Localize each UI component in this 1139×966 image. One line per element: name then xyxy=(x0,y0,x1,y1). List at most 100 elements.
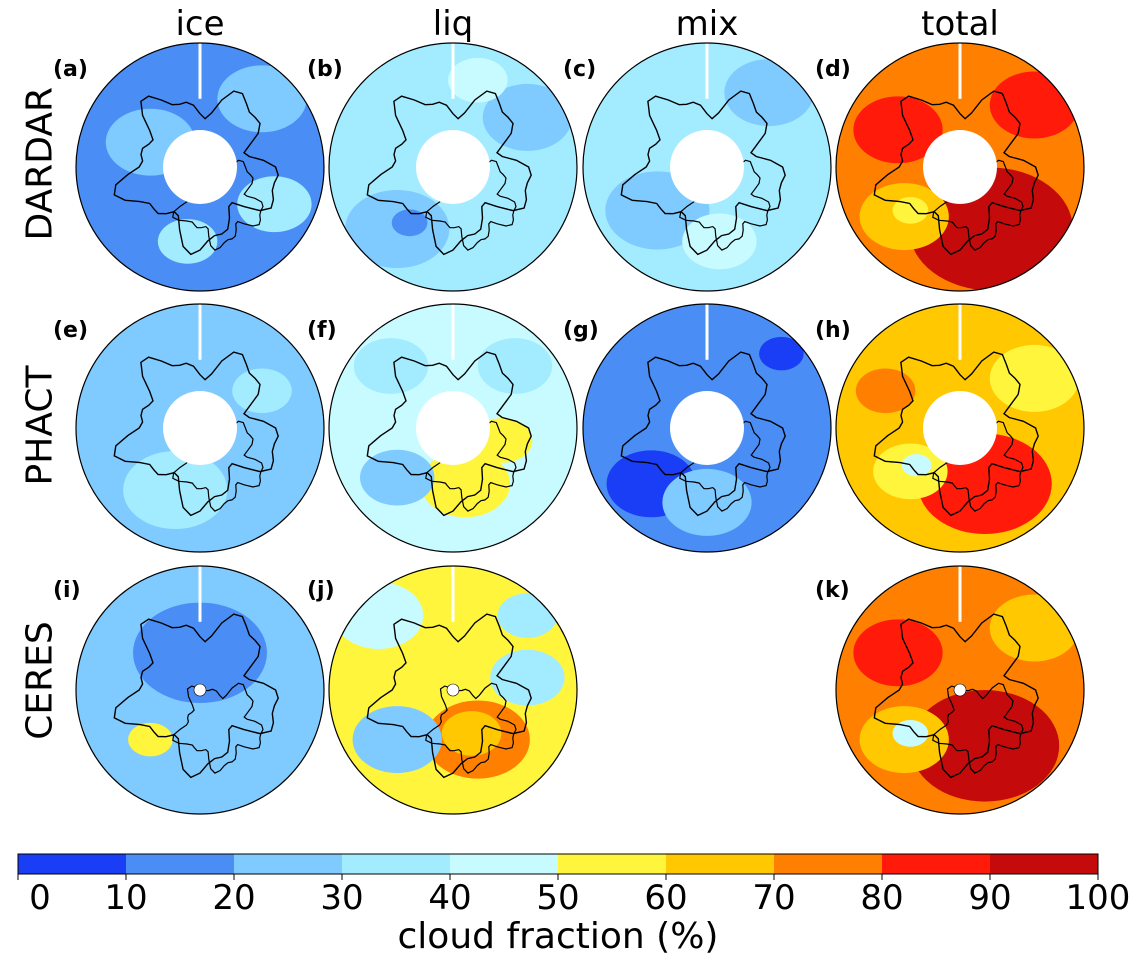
coastline xyxy=(113,351,279,517)
coastline xyxy=(620,351,786,517)
polar-hole xyxy=(193,683,207,697)
coastline xyxy=(679,159,771,251)
coastline xyxy=(172,682,264,774)
cloud-fraction-region xyxy=(989,594,1080,662)
cloud-fraction-region xyxy=(128,722,173,757)
cloud-fraction-region xyxy=(855,368,916,414)
colorbar-tick-label: 70 xyxy=(752,878,796,918)
meridian-gap xyxy=(958,43,962,99)
meridian-gap xyxy=(958,566,962,622)
cloud-fraction-region xyxy=(759,336,804,371)
map-outline xyxy=(75,303,325,553)
panel-label: (b) xyxy=(307,57,343,82)
cloud-fraction-region xyxy=(853,96,943,164)
meridian-gap xyxy=(451,304,455,360)
coastline xyxy=(873,351,1039,517)
cloud-fraction-region xyxy=(391,209,428,237)
coastline xyxy=(366,351,532,517)
colorbar-segment xyxy=(666,854,774,874)
colorbar-tick-label: 10 xyxy=(104,878,148,918)
colorbar-segment xyxy=(234,854,342,874)
panel-label: (g) xyxy=(563,318,599,343)
map-outline xyxy=(835,303,1085,553)
map-outline xyxy=(328,42,578,292)
polar-hole xyxy=(670,391,744,465)
cloud-fraction-region xyxy=(989,344,1080,412)
colorbar-segment xyxy=(18,854,126,874)
map-outline xyxy=(835,42,1085,292)
coastline xyxy=(620,90,786,256)
colorbar-segment xyxy=(882,854,990,874)
coastline xyxy=(873,613,1039,779)
colorbar-segment xyxy=(558,854,666,874)
polar-hole xyxy=(416,130,490,204)
colorbar-tick-label: 60 xyxy=(644,878,688,918)
coastline xyxy=(172,159,264,251)
coastline xyxy=(172,420,264,512)
coastline xyxy=(425,159,517,251)
polar-hole xyxy=(953,683,967,697)
colorbar-segment xyxy=(450,854,558,874)
cloud-fraction-region xyxy=(448,57,508,103)
cloud-fraction-region xyxy=(892,720,929,747)
panel-label: (e) xyxy=(53,318,89,343)
cloud-fraction-region xyxy=(482,83,573,151)
panel-label: (a) xyxy=(53,57,88,82)
colorbar-segment xyxy=(990,854,1098,874)
map-outline xyxy=(328,303,578,553)
column-title-total: total xyxy=(921,4,999,44)
cloud-fraction-region xyxy=(232,368,292,414)
polar-hole xyxy=(416,391,490,465)
cloud-fraction-region xyxy=(133,602,267,704)
coastline xyxy=(932,159,1024,251)
colorbar-segment xyxy=(774,854,882,874)
meridian-gap xyxy=(958,304,962,360)
panel-label: (k) xyxy=(815,578,850,603)
coastline xyxy=(366,613,532,779)
cloud-fraction-region xyxy=(352,706,442,774)
coastline xyxy=(932,682,1024,774)
map-outline xyxy=(582,42,832,292)
cloud-fraction-region xyxy=(204,718,295,786)
coastline xyxy=(113,90,279,256)
colorbar-tick-label: 80 xyxy=(860,878,904,918)
panel-label: (f) xyxy=(307,318,337,343)
coastline xyxy=(932,420,1024,512)
map-outline xyxy=(75,565,325,815)
cloud-fraction-region xyxy=(853,619,943,687)
meridian-gap xyxy=(198,304,202,360)
colorbar-segment xyxy=(126,854,234,874)
meridian-gap xyxy=(705,43,709,99)
polar-hole xyxy=(670,130,744,204)
cloud-fraction-region xyxy=(497,593,558,638)
panel-label: (c) xyxy=(563,57,597,82)
colorbar-tick-label: 90 xyxy=(968,878,1012,918)
meridian-gap xyxy=(198,566,202,622)
colorbar-tick-label: 30 xyxy=(320,878,364,918)
polar-hole xyxy=(163,391,237,465)
colorbar-tick-label: 50 xyxy=(536,878,580,918)
colorbar-tick-label: 100 xyxy=(1065,878,1131,918)
cloud-fraction-region xyxy=(490,649,565,706)
column-title-mix: mix xyxy=(675,4,739,44)
polar-hole xyxy=(923,391,997,465)
meridian-gap xyxy=(705,304,709,360)
column-title-ice: ice xyxy=(175,4,225,44)
row-title-phact: PHACT xyxy=(19,365,61,486)
cloud-fraction-region xyxy=(477,338,553,394)
colorbar-tick-label: 20 xyxy=(212,878,256,918)
coastline xyxy=(425,682,517,774)
polar-hole xyxy=(163,130,237,204)
meridian-gap xyxy=(198,43,202,99)
cloud-fraction-region xyxy=(360,449,435,506)
cloud-fraction-region xyxy=(901,454,932,477)
cloud-fraction-region xyxy=(217,65,307,133)
cloud-fraction-region xyxy=(892,197,929,224)
coastline xyxy=(873,90,1039,256)
coastline xyxy=(679,420,771,512)
cloud-fraction-region xyxy=(333,582,424,650)
map-outline xyxy=(835,565,1085,815)
polar-hole xyxy=(446,683,460,697)
map-outline xyxy=(328,565,578,815)
